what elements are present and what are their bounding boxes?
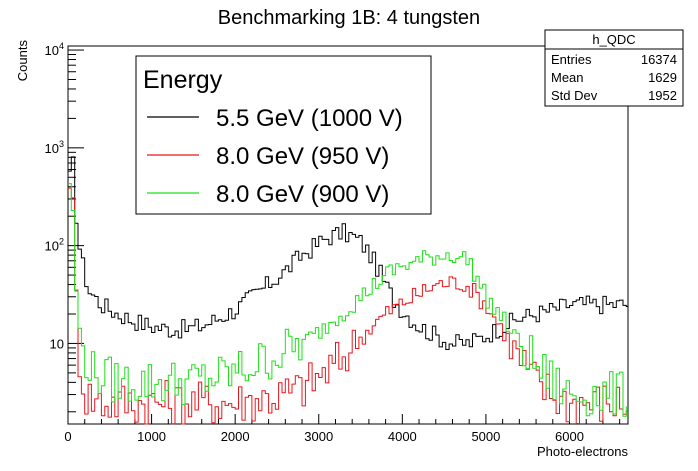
stats-value-mean: 1629 bbox=[648, 70, 677, 85]
stats-label-entries: Entries bbox=[551, 52, 592, 67]
x-tick-label: 4000 bbox=[388, 429, 417, 444]
legend-title: Energy bbox=[143, 66, 223, 94]
x-tick-label: 5000 bbox=[471, 429, 500, 444]
series-layer bbox=[68, 156, 628, 425]
x-tick-label: 2000 bbox=[221, 429, 250, 444]
x-axis-ticks: 0 1000 2000 3000 4000 5000 6000 bbox=[64, 414, 621, 444]
legend-entry-series-1: 5.5 GeV (1000 V) bbox=[216, 105, 403, 132]
stats-value-std-dev: 1952 bbox=[648, 88, 677, 103]
plot-frame bbox=[67, 45, 629, 425]
y-tick-label: 104 bbox=[45, 41, 64, 58]
legend-box bbox=[135, 55, 432, 215]
series-3-line bbox=[68, 183, 628, 417]
stats-box: h_QDC Entries 16374 Mean 1629 Std Dev 19… bbox=[544, 29, 684, 107]
legend-entry-series-2: 8.0 GeV (950 V) bbox=[216, 143, 389, 170]
x-tick-label: 1000 bbox=[137, 429, 166, 444]
stats-value-entries: 16374 bbox=[641, 52, 677, 67]
y-tick-label: 103 bbox=[45, 139, 64, 156]
legend-entry-series-3: 8.0 GeV (900 V) bbox=[216, 181, 389, 208]
series-1-line bbox=[68, 156, 628, 350]
series-2-line bbox=[68, 187, 628, 425]
stats-box-name: h_QDC bbox=[592, 32, 635, 47]
x-axis-label: Photo-electrons bbox=[537, 444, 629, 459]
x-tick-label: 6000 bbox=[555, 429, 584, 444]
x-tick-label: 0 bbox=[64, 429, 71, 444]
legend: Energy 5.5 GeV (1000 V) 8.0 GeV (950 V) … bbox=[135, 55, 432, 215]
stats-label-mean: Mean bbox=[551, 70, 584, 85]
x-tick-label: 3000 bbox=[304, 429, 333, 444]
y-tick-label: 102 bbox=[45, 237, 64, 254]
stats-label-std-dev: Std Dev bbox=[551, 88, 598, 103]
y-axis-label: Counts bbox=[15, 40, 30, 82]
stats-box-frame bbox=[544, 29, 684, 107]
chart-title: Benchmarking 1B: 4 tungsten bbox=[218, 7, 480, 29]
y-tick-label: 10 bbox=[50, 336, 64, 351]
